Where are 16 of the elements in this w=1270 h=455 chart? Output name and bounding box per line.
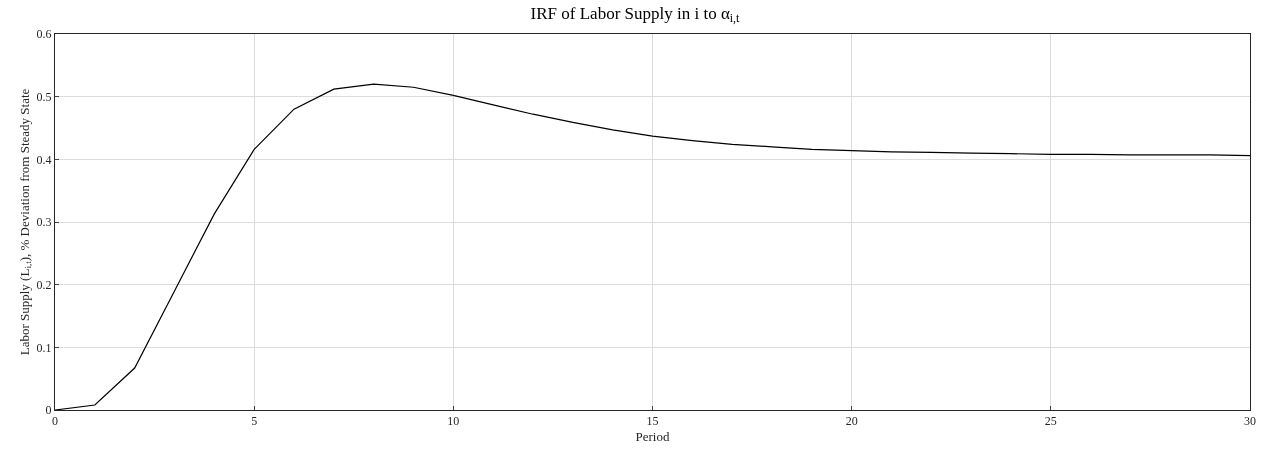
x-tick-label: 20 <box>845 414 858 429</box>
line-series <box>55 83 1250 410</box>
y-tick-label: 0.4 <box>36 152 52 167</box>
y-tick-label: 0.5 <box>36 89 52 104</box>
x-tick-label: 25 <box>1044 414 1057 429</box>
x-tick-label: 15 <box>646 414 659 429</box>
x-tick-label: 10 <box>447 414 460 429</box>
x-tick-label: 5 <box>251 414 258 429</box>
chart-title: IRF of Labor Supply in i to α$_{i,t}$ <box>530 3 741 26</box>
y-tick-label: 0 <box>45 403 52 418</box>
y-tick-label: 0.2 <box>36 277 52 292</box>
x-axis-title: Period <box>635 429 670 444</box>
y-tick-label: 0.1 <box>36 340 52 355</box>
y-tick-label: 0.6 <box>36 27 52 42</box>
x-tick-label: 30 <box>1244 414 1256 429</box>
y-tick-label: 0.3 <box>36 215 52 230</box>
